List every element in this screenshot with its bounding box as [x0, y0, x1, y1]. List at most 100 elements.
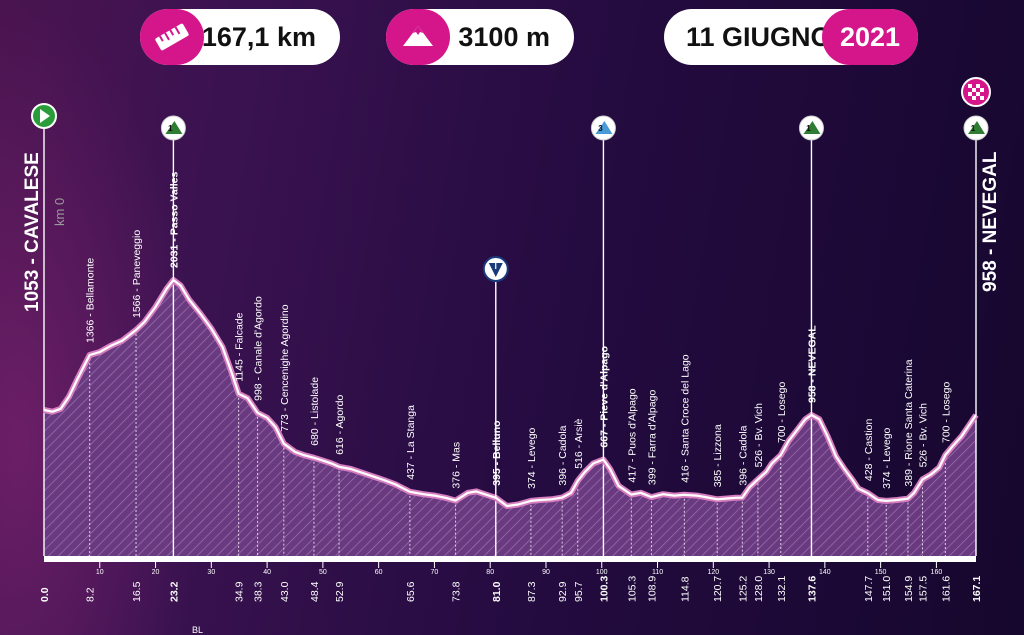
gpm-mountain-glyph [968, 121, 985, 134]
km-marker-label: 0.0 [39, 587, 51, 602]
place-label: 417 - Puos d'Alpago [626, 388, 638, 482]
checkered-flag-square [976, 96, 980, 100]
km-marker-label: 132.1 [776, 576, 788, 602]
checkered-flag-square [968, 88, 972, 92]
gpm-mountain-glyph [595, 121, 613, 134]
place-label: 700 - Losego [940, 382, 952, 443]
checkered-flag-square [976, 84, 980, 88]
checkered-flag-square [976, 92, 980, 96]
place-label: 376 - Mas [451, 442, 463, 489]
checkered-flag-square [980, 88, 984, 92]
place-label: 1366 - Bellamonte [85, 258, 97, 343]
place-label: 2031 - Passo Valles [168, 172, 180, 268]
gpm-mountain-glyph [165, 121, 183, 134]
x-axis-tick-label: 60 [375, 569, 383, 576]
place-label: 958 - NEVEGAL [806, 325, 818, 403]
place-label: 680 - Listolade [309, 377, 321, 446]
x-axis-tick-label: 140 [819, 569, 831, 576]
km-marker-label: 65.6 [405, 581, 417, 602]
km-marker-label: 147.7 [863, 576, 875, 602]
x-axis-tick-label: 80 [486, 569, 494, 576]
x-axis-tick-label: 50 [319, 569, 327, 576]
x-axis-tick-label: 40 [263, 569, 271, 576]
place-label: 389 - Rione Santa Caterina [903, 359, 915, 486]
km-marker-label: 23.2 [168, 581, 180, 602]
place-label: 416 - Santa Croce del Lago [679, 354, 691, 483]
place-label: 395 - Belluno [491, 420, 503, 485]
place-label: 396 - Cadola [557, 425, 569, 485]
km-marker-label: 43.0 [279, 581, 291, 602]
checkered-flag-square [972, 84, 976, 88]
checkered-flag-square [972, 92, 976, 96]
profile-area [44, 280, 976, 556]
checkered-flag-square [980, 84, 984, 88]
km-marker-label: 157.5 [917, 576, 929, 602]
km-marker-label: 167.1 [971, 576, 983, 602]
start-label: 1053 - CAVALESE [22, 152, 43, 312]
climb-category: 1 [806, 124, 811, 133]
km-marker-label: 100.3 [598, 576, 610, 602]
distance-pill: 167,1 km [140, 9, 340, 65]
km-marker-label: 92.9 [557, 581, 569, 602]
checkered-flag-square [968, 84, 972, 88]
km-marker-label: 151.0 [881, 576, 893, 602]
km-marker-label: 108.9 [646, 576, 658, 602]
checkered-flag-square [968, 96, 972, 100]
finish-label: 958 - NEVEGAL [980, 151, 1001, 292]
km-marker-label: 120.7 [712, 576, 724, 602]
x-axis-tick-label: 90 [542, 569, 550, 576]
elevation-pill: 3100 m [386, 9, 574, 65]
km-marker-label: 73.8 [451, 581, 463, 602]
km-marker-label: 16.5 [131, 581, 143, 602]
sprint-label: I [495, 262, 497, 271]
x-axis-tick-label: 120 [707, 569, 719, 576]
place-label: 385 - Lizzona [712, 424, 724, 487]
date-pill: 11 GIUGNO 2021 [664, 9, 918, 65]
place-label: 516 - Arsiè [573, 418, 585, 468]
place-label: 1145 - Falcade [234, 312, 246, 381]
km-marker-label: 8.2 [85, 587, 97, 602]
x-axis-band [44, 556, 976, 562]
distance-unit: km [276, 22, 316, 52]
place-label: 399 - Farra d'Alpago [646, 390, 658, 486]
km-marker-label: 52.9 [334, 581, 346, 602]
date-year: 2021 [822, 9, 918, 65]
checkered-flag-square [980, 96, 984, 100]
km-marker-label: 87.3 [526, 581, 538, 602]
climb-category: 1 [168, 124, 173, 133]
elevation-value: 3100 [458, 22, 519, 52]
km-marker-label: 38.3 [253, 581, 265, 602]
x-axis-tick-label: 130 [763, 569, 775, 576]
climb-category: 3 [598, 124, 603, 133]
x-axis-tick-label: 150 [875, 569, 887, 576]
checkered-flag-square [968, 92, 972, 96]
km-marker-label: 48.4 [309, 581, 321, 602]
footer-note: BL [192, 625, 203, 635]
place-label: 526 - Bv. Vich [917, 403, 929, 468]
place-label: 374 - Levego [526, 427, 538, 488]
place-label: 616 - Agordo [334, 395, 346, 455]
ruler-icon [140, 9, 204, 65]
km-marker-label: 125.2 [737, 576, 749, 602]
km-marker-label: 154.9 [903, 576, 915, 602]
checkered-flag-square [980, 92, 984, 96]
mountain-icon [386, 9, 450, 65]
place-label: 428 - Castion [863, 418, 875, 481]
place-label: 437 - La Stanga [405, 405, 417, 480]
km-marker-label: 34.9 [234, 581, 246, 602]
x-axis-tick-label: 20 [152, 569, 160, 576]
profile-line [43, 278, 977, 508]
checkered-flag-square [976, 88, 980, 92]
km-marker-label: 161.6 [940, 576, 952, 602]
km-marker-label: 114.8 [679, 576, 691, 602]
checkered-flag-square [972, 88, 976, 92]
checkered-flag-square [972, 96, 976, 100]
start-km-label: km 0 [52, 198, 67, 226]
sprint-glyph [488, 263, 503, 277]
x-axis-tick-label: 110 [652, 569, 663, 576]
x-axis-tick-label: 160 [931, 569, 943, 576]
place-label: 998 - Canale d'Agordo [253, 296, 265, 401]
place-label: 667 - Pieve d'Alpago [598, 346, 610, 448]
